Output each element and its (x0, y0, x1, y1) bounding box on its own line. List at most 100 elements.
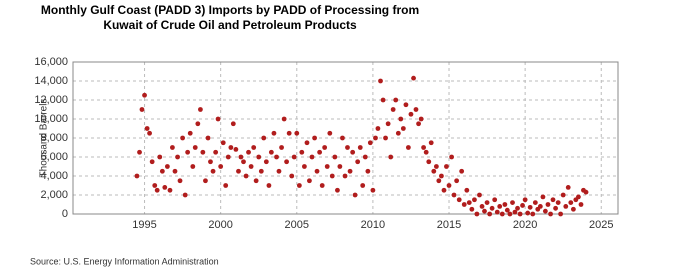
data-point (545, 202, 551, 207)
data-point (492, 197, 498, 203)
data-point (537, 204, 543, 209)
data-point (507, 211, 513, 217)
data-point (416, 121, 421, 127)
data-point (375, 126, 381, 131)
data-point (484, 200, 490, 206)
data-point (213, 149, 219, 155)
data-point (203, 178, 208, 184)
data-point (139, 107, 145, 112)
data-point (350, 149, 356, 155)
data-point (162, 185, 168, 190)
data-point (208, 159, 213, 165)
data-point (258, 168, 264, 174)
data-point (172, 168, 178, 174)
data-point (248, 164, 254, 169)
data-point (225, 154, 231, 160)
data-point (466, 200, 472, 206)
y-tick-label: 2,000 (40, 189, 68, 201)
data-point (182, 192, 188, 198)
data-point (159, 168, 165, 174)
data-point (205, 135, 211, 141)
data-point (185, 149, 191, 155)
data-point (362, 154, 368, 160)
data-point (228, 145, 234, 150)
data-point (198, 107, 203, 112)
y-tick-label: 16,000 (34, 56, 68, 68)
data-point (411, 75, 416, 81)
data-point (568, 200, 574, 206)
data-point (393, 97, 399, 103)
data-point (540, 194, 546, 200)
data-point (299, 149, 305, 155)
data-point (451, 192, 457, 198)
data-point (152, 183, 158, 188)
data-point (251, 145, 257, 150)
data-point (426, 159, 432, 165)
data-point (499, 211, 505, 217)
data-point (510, 200, 515, 206)
data-point (294, 130, 300, 136)
x-tick-label: 2000 (208, 219, 232, 231)
data-point (489, 205, 495, 211)
data-point (431, 168, 437, 174)
data-point (335, 187, 340, 193)
data-point (289, 173, 295, 179)
data-point (340, 135, 345, 141)
data-point (487, 211, 493, 217)
data-point (390, 107, 396, 112)
data-point (352, 192, 358, 198)
data-point (388, 154, 394, 160)
data-point (167, 187, 173, 193)
data-point (314, 168, 320, 174)
data-point (423, 149, 429, 155)
data-point (137, 149, 142, 155)
data-point (337, 164, 343, 169)
data-point (433, 164, 439, 169)
data-point (230, 121, 236, 127)
data-point (408, 111, 414, 117)
data-point (284, 159, 289, 165)
data-point (347, 168, 353, 174)
y-tick-label: 6,000 (40, 151, 68, 163)
data-point (190, 164, 196, 169)
data-point (560, 192, 566, 198)
data-point (565, 185, 571, 190)
data-point (502, 202, 508, 207)
data-point (494, 209, 500, 215)
data-point (378, 78, 383, 84)
data-point (558, 211, 564, 217)
data-point (383, 135, 388, 141)
data-point (180, 135, 186, 141)
data-point (398, 116, 404, 122)
y-tick-label: 8,000 (40, 132, 68, 144)
data-point (175, 154, 180, 160)
data-point (286, 130, 292, 136)
data-point (456, 197, 462, 203)
data-point (532, 200, 538, 206)
data-point (266, 183, 272, 188)
data-point (459, 168, 465, 174)
data-point (370, 187, 376, 193)
data-point (261, 135, 267, 141)
data-point (210, 168, 216, 174)
data-point (304, 140, 310, 146)
data-point (253, 178, 259, 184)
data-point (449, 154, 455, 160)
data-point (281, 116, 287, 122)
data-point (365, 168, 371, 174)
x-tick-label: 2020 (513, 219, 537, 231)
data-point (149, 159, 155, 165)
y-tick-label: 14,000 (34, 75, 68, 87)
data-point (454, 178, 460, 184)
data-point (530, 211, 536, 217)
data-point (147, 130, 152, 136)
data-point (317, 149, 323, 155)
data-point (461, 202, 467, 207)
data-point (413, 107, 419, 112)
data-point (307, 178, 312, 184)
data-point (170, 145, 175, 150)
data-point (395, 130, 401, 136)
data-point (263, 159, 269, 165)
